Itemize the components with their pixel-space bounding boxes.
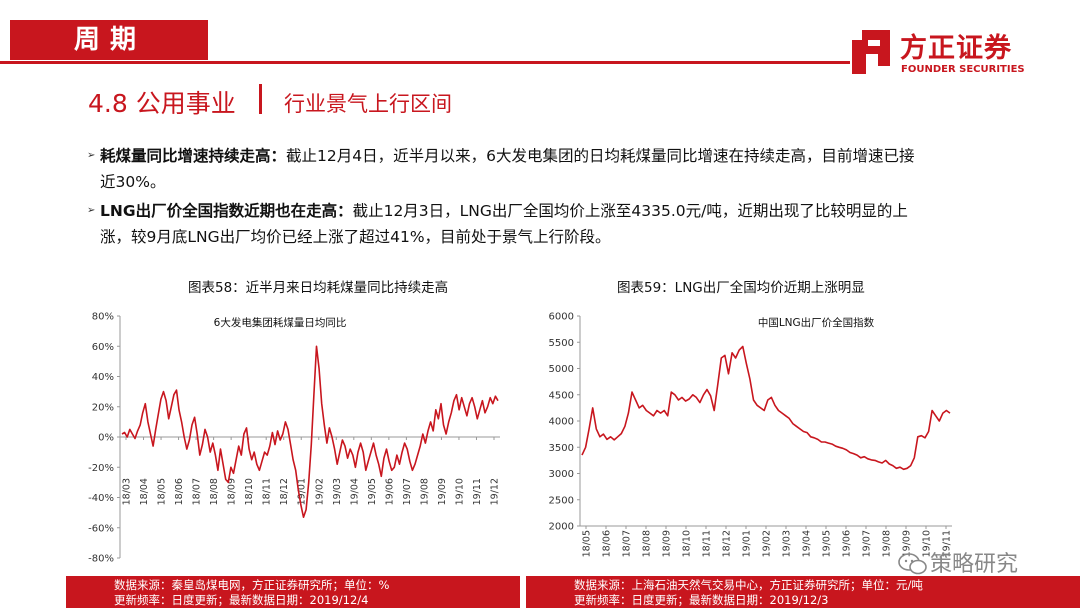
series-line: [581, 345, 951, 471]
x-tick-label: 18/04: [139, 478, 150, 505]
founder-logo-icon: [852, 30, 890, 74]
x-tick-label: 18/07: [192, 478, 203, 505]
x-tick-label: 19/02: [314, 478, 325, 505]
y-tick-label: 3000: [549, 469, 574, 480]
footer-update-right: 更新频率：日度更新；最新数据日期：2019/12/3: [574, 593, 829, 607]
series-line: [121, 345, 499, 518]
footer-update-left: 更新频率：日度更新；最新数据日期：2019/12/4: [114, 593, 369, 607]
section-tab-label: 周期: [74, 25, 147, 55]
section-subtitle: 行业景气上行区间: [284, 92, 452, 116]
x-tick-label: 18/06: [174, 478, 185, 505]
header-rule: [0, 61, 850, 64]
x-tick-label: 19/11: [472, 478, 483, 505]
x-tick-label: 19/05: [822, 530, 833, 557]
bullet-item: ➢ LNG出厂价全国指数近期也在走高：截止12月3日，LNG出厂全国均价上涨至4…: [87, 198, 960, 250]
x-tick-label: 19/11: [942, 530, 953, 557]
x-tick-label: 18/10: [244, 478, 255, 505]
x-tick-label: 18/05: [157, 478, 168, 505]
x-tick-label: 19/03: [782, 530, 793, 557]
y-tick-label: 80%: [92, 312, 114, 323]
y-tick-label: 4500: [549, 390, 574, 401]
x-tick-label: 19/05: [367, 478, 378, 505]
logo-text-cn: 方正证券: [900, 33, 1012, 64]
wechat-icon: [898, 553, 927, 575]
chart-inner-title: 6大发电集团耗煤量日均同比: [214, 316, 347, 329]
chart-inner-title: 中国LNG出厂价全国指数: [758, 316, 875, 329]
coal-yoy-svg: 80% 60% 40% 20% 0% -20% -40% -60% -80% 18/03 18/04…: [88, 312, 501, 565]
x-tick-label: 19/09: [902, 530, 913, 557]
x-tick-label: 19/09: [437, 478, 448, 505]
chart-caption-left: 图表58：近半月来日均耗煤量同比持续走高: [188, 280, 449, 296]
bullet-heading: LNG出厂价全国指数近期也在走高：: [100, 202, 353, 220]
company-logo: 方正证券 FOUNDER SECURITIES: [848, 24, 1038, 80]
section-title: 4.8 公用事业: [88, 89, 236, 118]
x-tick-label: 18/09: [662, 530, 673, 557]
bullet-heading: 耗煤量同比增速持续走高：: [100, 147, 287, 165]
chart-caption-right: 图表59：LNG出厂全国均价近期上涨明显: [617, 280, 865, 296]
x-tick-label: 18/03: [122, 478, 133, 505]
lng-price-svg: 6000 5500 5000 4500 4000 3500 3000 2500 2000 18/0…: [549, 312, 953, 558]
y-tick-label: 40%: [92, 372, 114, 383]
x-tick-label: 19/01: [297, 478, 308, 505]
x-tick-label: 18/12: [722, 530, 733, 557]
x-tick-label: 18/10: [682, 530, 693, 557]
y-tick-label: 5500: [549, 338, 574, 349]
x-tick-label: 18/08: [642, 530, 653, 557]
y-tick-label: 2500: [549, 495, 574, 506]
x-tick-label: 19/08: [882, 530, 893, 557]
x-tick-label: 18/07: [622, 530, 633, 557]
x-tick-label: 19/03: [332, 478, 343, 505]
bullet-text: 截止12月4日，近半月以来，6大发电集团的日均耗煤量同比增速在持续走高，目前增速…: [286, 147, 915, 165]
x-tick-label: 19/01: [742, 530, 753, 557]
bullet-text: 截止12月3日，LNG出厂全国均价上涨至4335.0元/吨，近期出现了比较明显的…: [352, 202, 908, 220]
lng-price-chart: 6000 5500 5000 4500 4000 3500 3000 2500 2000 18/0…: [530, 300, 970, 576]
bullet-text-cont: 近30%。: [100, 173, 166, 191]
bullet-text-cont: 涨，较9月底LNG出厂均价已经上涨了超过41%，目前处于景气上行阶段。: [100, 228, 611, 246]
section-tab: 周期: [10, 20, 208, 60]
y-tick-label: 3500: [549, 443, 574, 454]
x-tick-label: 19/12: [490, 478, 501, 505]
x-tick-label: 19/04: [802, 530, 813, 557]
title-divider: [259, 84, 262, 114]
y-tick-label: 0%: [98, 433, 114, 444]
x-tick-label: 18/12: [279, 478, 290, 505]
x-tick-label: 18/11: [262, 478, 273, 505]
footer-left: 数据来源：秦皇岛煤电网，方正证券研究所；单位：% 更新频率：日度更新；最新数据日…: [66, 576, 520, 608]
arrow-bullet-icon: ➢: [87, 205, 96, 216]
footer-right: 数据来源：上海石油天然气交易中心，方正证券研究所；单位：元/吨 更新频率：日度更…: [526, 576, 1080, 608]
x-tick-label: 19/10: [454, 478, 465, 505]
x-tick-label: 19/08: [419, 478, 430, 505]
y-tick-label: -40%: [88, 493, 114, 504]
y-tick-label: -20%: [88, 463, 114, 474]
x-tick-label: 19/06: [842, 530, 853, 557]
y-tick-label: 6000: [549, 312, 574, 323]
y-tick-label: -80%: [88, 554, 114, 565]
x-tick-label: 19/07: [862, 530, 873, 557]
x-tick-label: 19/02: [762, 530, 773, 557]
x-tick-label: 18/05: [582, 530, 593, 557]
footer-source-left: 数据来源：秦皇岛煤电网，方正证券研究所；单位：%: [114, 578, 390, 592]
x-tick-label: 19/10: [922, 530, 933, 557]
watermark-text: 策略研究: [930, 552, 1019, 577]
bullet-item: ➢ 耗煤量同比增速持续走高：截止12月4日，近半月以来，6大发电集团的日均耗煤量…: [87, 143, 960, 195]
y-tick-label: 20%: [92, 402, 114, 413]
y-tick-label: 5000: [549, 364, 574, 375]
arrow-bullet-icon: ➢: [87, 150, 96, 161]
x-tick-label: 19/07: [402, 478, 413, 505]
y-tick-label: 4000: [549, 417, 574, 428]
x-tick-label: 18/11: [702, 530, 713, 557]
coal-yoy-chart: 80% 60% 40% 20% 0% -20% -40% -60% -80% 18/03 18/04…: [70, 300, 510, 576]
x-tick-label: 19/04: [349, 478, 360, 505]
y-tick-label: 60%: [92, 342, 114, 353]
y-tick-label: 2000: [549, 522, 574, 533]
x-tick-label: 18/08: [209, 478, 220, 505]
x-tick-label: 18/09: [227, 478, 238, 505]
x-tick-label: 19/06: [384, 478, 395, 505]
footer-source-right: 数据来源：上海石油天然气交易中心，方正证券研究所；单位：元/吨: [574, 578, 923, 592]
y-tick-label: -60%: [88, 523, 114, 534]
logo-text-en: FOUNDER SECURITIES: [901, 64, 1025, 75]
x-tick-label: 18/06: [602, 530, 613, 557]
